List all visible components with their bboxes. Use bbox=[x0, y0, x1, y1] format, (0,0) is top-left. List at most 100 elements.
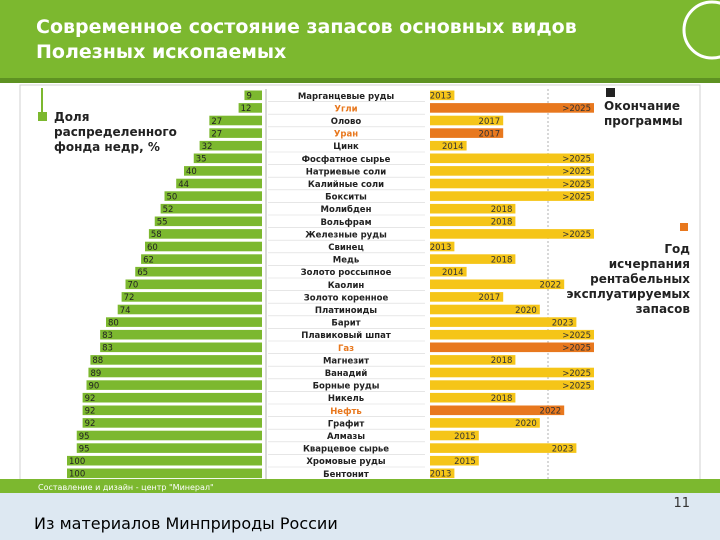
mineral-name-label: Калийные соли bbox=[308, 180, 384, 190]
share-value-label: 60 bbox=[147, 243, 158, 253]
footer-credit: Составление и дизайн - центр "Минерал" bbox=[38, 483, 214, 492]
right-legend-bottom-marker bbox=[680, 223, 688, 231]
right-legend-bottom-line-4: эксплуатируемых bbox=[566, 287, 690, 301]
share-value-label: 88 bbox=[92, 356, 103, 366]
mineral-name-label: Кварцевое сырье bbox=[303, 445, 389, 455]
mineral-name-label: Никель bbox=[328, 394, 364, 404]
mineral-name-label: Борные руды bbox=[313, 382, 380, 392]
year-value-label: 2023 bbox=[552, 318, 574, 328]
share-bar bbox=[82, 405, 262, 416]
year-value-label: 2022 bbox=[540, 281, 562, 291]
left-legend-line-3: фонда недр, % bbox=[54, 140, 160, 154]
year-bar bbox=[430, 153, 594, 164]
share-value-label: 58 bbox=[151, 230, 162, 240]
mineral-name-label: Натриевые соли bbox=[306, 167, 386, 177]
year-value-label: 2017 bbox=[479, 293, 501, 303]
year-value-label: >2025 bbox=[562, 369, 591, 379]
year-value-label: >2025 bbox=[562, 381, 591, 391]
share-value-label: 95 bbox=[79, 432, 90, 442]
year-bar bbox=[430, 329, 594, 340]
share-bar bbox=[141, 254, 262, 264]
year-bar bbox=[430, 430, 479, 441]
right-legend-bottom-line-1: Год bbox=[664, 242, 690, 256]
share-value-label: 92 bbox=[85, 394, 96, 404]
year-value-label: 2017 bbox=[479, 117, 501, 127]
year-value-label: 2020 bbox=[515, 419, 537, 429]
share-bar bbox=[90, 355, 263, 365]
mineral-name-label: Золото россыпное bbox=[301, 268, 392, 278]
share-value-label: 27 bbox=[211, 129, 222, 139]
right-legend-top-marker bbox=[606, 88, 615, 97]
right-legend-bottom-line-3: рентабельных bbox=[590, 272, 690, 286]
year-bar bbox=[430, 216, 516, 227]
year-value-label: >2025 bbox=[562, 180, 591, 190]
share-value-label: 62 bbox=[143, 255, 154, 265]
year-bar bbox=[430, 304, 540, 315]
year-value-label: 2014 bbox=[442, 268, 464, 278]
year-bar bbox=[430, 443, 577, 453]
right-legend-bottom-line-2: исчерпания bbox=[609, 257, 690, 271]
mineral-name-label: Вольфрам bbox=[320, 218, 371, 228]
share-value-label: 32 bbox=[202, 142, 213, 152]
mineral-name-label: Золото коренное bbox=[304, 293, 389, 303]
year-bar bbox=[430, 166, 594, 176]
year-value-label: 2014 bbox=[442, 142, 464, 152]
year-bar bbox=[430, 380, 594, 390]
mineral-name-label: Молибден bbox=[321, 204, 372, 215]
year-value-label: >2025 bbox=[562, 192, 591, 202]
year-bar bbox=[430, 241, 455, 252]
year-bar bbox=[430, 292, 504, 302]
share-value-label: 92 bbox=[85, 407, 96, 417]
left-legend-line-2: распределенного bbox=[54, 125, 177, 139]
share-value-label: 83 bbox=[102, 331, 113, 341]
mineral-name-label: Медь bbox=[333, 256, 359, 266]
year-value-label: 2015 bbox=[454, 432, 476, 442]
share-bar bbox=[238, 103, 262, 113]
mineral-name-label: Уран bbox=[334, 130, 358, 140]
share-bar bbox=[76, 443, 262, 453]
mineral-name-label: Марганцевые руды bbox=[298, 92, 394, 102]
year-bar bbox=[430, 191, 594, 201]
share-value-label: 52 bbox=[163, 205, 174, 215]
share-value-label: 65 bbox=[137, 268, 148, 278]
year-value-label: 2013 bbox=[430, 92, 452, 102]
share-bar bbox=[76, 430, 262, 441]
mineral-name-label: Бокситы bbox=[325, 193, 367, 203]
mineral-name-label: Угли bbox=[334, 104, 357, 114]
share-value-label: 12 bbox=[241, 104, 252, 114]
year-bar bbox=[430, 128, 504, 138]
year-value-label: 2017 bbox=[479, 129, 501, 139]
chart-rows: Марганцевые руды 9 2013 Угли 12 >2025 Олово 27 2… bbox=[67, 89, 594, 480]
share-value-label: 95 bbox=[79, 444, 90, 454]
left-legend-line-1: Доля bbox=[54, 110, 89, 124]
page-number: 11 bbox=[673, 496, 690, 511]
share-bar bbox=[209, 115, 262, 126]
year-value-label: 2018 bbox=[491, 205, 513, 215]
mineral-name-label: Ванадий bbox=[325, 369, 368, 379]
footer-band bbox=[0, 479, 720, 493]
year-bar bbox=[430, 203, 516, 214]
mineral-name-label: Магнезит bbox=[323, 356, 369, 366]
share-bar bbox=[154, 216, 262, 227]
mineral-name-label: Каолин bbox=[328, 281, 365, 291]
share-value-label: 90 bbox=[89, 381, 100, 391]
share-value-label: 55 bbox=[157, 218, 168, 228]
share-bar bbox=[82, 418, 262, 428]
year-value-label: 2020 bbox=[515, 306, 537, 316]
share-bar bbox=[125, 279, 262, 290]
year-value-label: >2025 bbox=[562, 155, 591, 165]
share-value-label: 74 bbox=[120, 306, 131, 316]
share-value-label: 72 bbox=[124, 293, 135, 303]
share-bar bbox=[121, 292, 262, 302]
year-bar bbox=[430, 468, 455, 479]
year-bar bbox=[430, 178, 594, 189]
right-legend-bottom-line-5: запасов bbox=[636, 302, 691, 316]
share-value-label: 92 bbox=[85, 419, 96, 429]
mineral-name-label: Олово bbox=[331, 117, 362, 127]
year-value-label: 2022 bbox=[540, 407, 562, 417]
right-legend-top-line-1: Окончание bbox=[604, 99, 680, 113]
mineral-name-label: Газ bbox=[338, 344, 354, 354]
mineral-name-label: Графит bbox=[328, 419, 365, 429]
year-value-label: 2018 bbox=[491, 255, 513, 265]
year-bar bbox=[430, 140, 467, 151]
